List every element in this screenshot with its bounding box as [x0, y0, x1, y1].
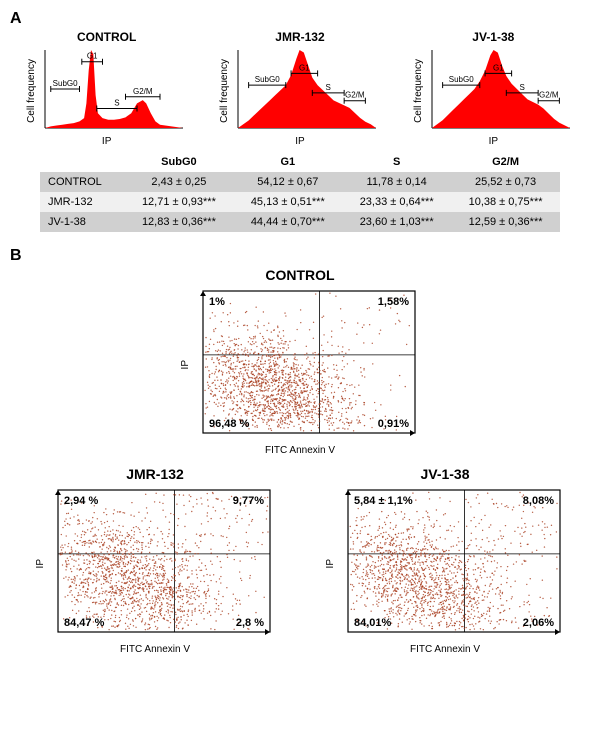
svg-text:9,77%: 9,77% — [232, 495, 263, 507]
svg-text:1%: 1% — [209, 296, 225, 308]
hist-title: JV-1-38 — [472, 30, 514, 44]
svg-text:96,48 %: 96,48 % — [209, 418, 250, 430]
cell: 23,60 ± 1,03*** — [342, 212, 451, 232]
histogram-row: CONTROL Cell frequency SubG0 G1 S G2/M IP J… — [10, 30, 590, 147]
scatter-block-jv: JV-1-38 IP 5,84 ± 1,1% 8,08% 84,01% 2,06% F… — [325, 466, 566, 655]
x-axis-label: IP — [102, 136, 111, 147]
y-axis-label: Cell frequency — [219, 59, 230, 123]
scatter-control: 1% 1,58% 96,48 % 0,91% — [191, 285, 421, 445]
cell: 12,59 ± 0,36*** — [451, 212, 560, 232]
scatter-block-jmr: JMR-132 IP 2,94 % 9,77% 84,47 % 2,8 % FITC … — [35, 466, 276, 655]
cell: 11,78 ± 0,14 — [342, 172, 451, 192]
row-name: JV-1-38 — [40, 212, 124, 232]
cell-cycle-table: SubG0 G1 S G2/M CONTROL 2,43 ± 0,25 54,1… — [40, 152, 560, 232]
cell: 12,71 ± 0,93*** — [124, 192, 233, 212]
cell: 44,44 ± 0,70*** — [233, 212, 342, 232]
x-axis-label: FITC Annexin V — [120, 644, 190, 655]
hist-title: JMR-132 — [275, 30, 324, 44]
cell: 23,33 ± 0,64*** — [342, 192, 451, 212]
hist-block-jmr: JMR-132 Cell frequency SubG0 G1 S G2/M IP — [210, 30, 390, 147]
scatter-title: JMR-132 — [126, 466, 184, 482]
svg-text:5,84 ± 1,1%: 5,84 ± 1,1% — [354, 495, 413, 507]
th-blank — [40, 152, 124, 172]
y-axis-label: Cell frequency — [26, 59, 37, 123]
scatter-title: JV-1-38 — [420, 466, 469, 482]
table-row: CONTROL 2,43 ± 0,25 54,12 ± 0,67 11,78 ±… — [40, 172, 560, 192]
panel-a-label: A — [10, 10, 590, 28]
x-axis-label: IP — [489, 136, 498, 147]
cell: 2,43 ± 0,25 — [124, 172, 233, 192]
cell: 25,52 ± 0,73 — [451, 172, 560, 192]
y-axis-label: IP — [325, 559, 336, 568]
svg-text:SubG0: SubG0 — [255, 75, 280, 84]
svg-text:G1: G1 — [493, 63, 504, 72]
svg-text:S: S — [114, 99, 119, 108]
table-row: JMR-132 12,71 ± 0,93*** 45,13 ± 0,51*** … — [40, 192, 560, 212]
x-axis-label: IP — [295, 136, 304, 147]
svg-text:2,8 %: 2,8 % — [235, 617, 263, 629]
cell: 45,13 ± 0,51*** — [233, 192, 342, 212]
x-axis-label: FITC Annexin V — [410, 644, 480, 655]
svg-text:G1: G1 — [87, 52, 98, 61]
histogram-control: SubG0 G1 S G2/M — [37, 46, 187, 136]
hist-block-jv: JV-1-38 Cell frequency SubG0 G1 S G2/M IP — [403, 30, 583, 147]
svg-text:84,47 %: 84,47 % — [64, 617, 105, 629]
svg-text:G2/M: G2/M — [345, 91, 365, 100]
scatter-title: CONTROL — [265, 267, 334, 283]
th-g1: G1 — [233, 152, 342, 172]
histogram-jv: SubG0 G1 S G2/M — [424, 46, 574, 136]
th-subg0: SubG0 — [124, 152, 233, 172]
scatter-jv: 5,84 ± 1,1% 8,08% 84,01% 2,06% — [336, 484, 566, 644]
row-name: CONTROL — [40, 172, 124, 192]
svg-text:G2/M: G2/M — [133, 87, 153, 96]
cell: 54,12 ± 0,67 — [233, 172, 342, 192]
panel-b-label: B — [10, 247, 590, 265]
row-name: JMR-132 — [40, 192, 124, 212]
svg-text:G1: G1 — [299, 63, 310, 72]
cell: 12,83 ± 0,36*** — [124, 212, 233, 232]
svg-text:SubG0: SubG0 — [53, 79, 78, 88]
svg-text:G2/M: G2/M — [539, 91, 559, 100]
hist-title: CONTROL — [77, 30, 136, 44]
hist-block-control: CONTROL Cell frequency SubG0 G1 S G2/M IP — [17, 30, 197, 147]
th-g2m: G2/M — [451, 152, 560, 172]
y-axis-label: IP — [35, 559, 46, 568]
scatter-block-control: CONTROL IP 1% 1,58% 96,48 % 0,91% FITC Anne… — [180, 267, 421, 456]
y-axis-label: IP — [180, 360, 191, 369]
svg-text:8,08%: 8,08% — [522, 495, 553, 507]
svg-text:S: S — [326, 83, 331, 92]
svg-text:84,01%: 84,01% — [354, 617, 392, 629]
svg-text:2,06%: 2,06% — [522, 617, 553, 629]
svg-text:2,94 %: 2,94 % — [64, 495, 98, 507]
svg-text:1,58%: 1,58% — [377, 296, 408, 308]
x-axis-label: FITC Annexin V — [265, 445, 335, 456]
table-row: JV-1-38 12,83 ± 0,36*** 44,44 ± 0,70*** … — [40, 212, 560, 232]
y-axis-label: Cell frequency — [413, 59, 424, 123]
svg-text:0,91%: 0,91% — [377, 418, 408, 430]
cell: 10,38 ± 0,75*** — [451, 192, 560, 212]
scatter-jmr: 2,94 % 9,77% 84,47 % 2,8 % — [46, 484, 276, 644]
th-s: S — [342, 152, 451, 172]
svg-text:SubG0: SubG0 — [449, 75, 474, 84]
histogram-jmr: SubG0 G1 S G2/M — [230, 46, 380, 136]
svg-text:S: S — [519, 83, 524, 92]
